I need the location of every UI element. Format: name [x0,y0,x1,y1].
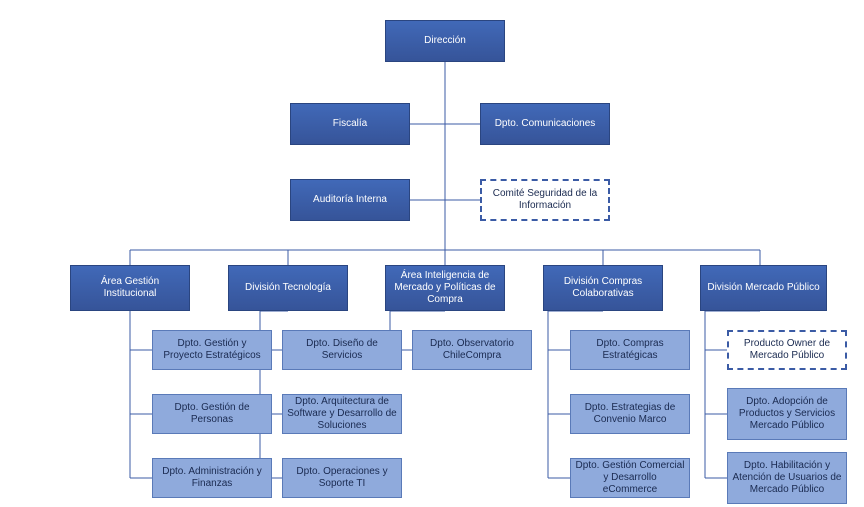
node-div-compras: División Compras Colaborativas [543,265,663,311]
node-producto-owner: Producto Owner de Mercado Público [727,330,847,370]
node-dpto-gestion-personas: Dpto. Gestión de Personas [152,394,272,434]
node-area-gestion: Área Gestión Institucional [70,265,190,311]
node-auditoria: Auditoría Interna [290,179,410,221]
node-div-mercado: División Mercado Público [700,265,827,311]
node-dpto-habilitacion: Dpto. Habilitación y Atención de Usuario… [727,452,847,504]
node-dpto-arquitectura: Dpto. Arquitectura de Software y Desarro… [282,394,402,434]
node-comite-seguridad: Comité Seguridad de la Información [480,179,610,221]
node-dpto-observatorio: Dpto. Observatorio ChileCompra [412,330,532,370]
node-dpto-operaciones: Dpto. Operaciones y Soporte TI [282,458,402,498]
node-dpto-adopcion: Dpto. Adopción de Productos y Servicios … [727,388,847,440]
node-dpto-admin-finanzas: Dpto. Administración y Finanzas [152,458,272,498]
node-dpto-gestion-proyecto: Dpto. Gestión y Proyecto Estratégicos [152,330,272,370]
node-dpto-diseno: Dpto. Diseño de Servicios [282,330,402,370]
node-fiscalia: Fiscalía [290,103,410,145]
node-dpto-gestion-comercial: Dpto. Gestión Comercial y Desarrollo eCo… [570,458,690,498]
node-dpto-estrategias-cm: Dpto. Estrategias de Convenio Marco [570,394,690,434]
node-direccion: Dirección [385,20,505,62]
node-dpto-compras-estrat: Dpto. Compras Estratégicas [570,330,690,370]
node-area-inteligencia: Área Inteligencia de Mercado y Políticas… [385,265,505,311]
node-div-tecnologia: División Tecnología [228,265,348,311]
node-dpto-comunicaciones: Dpto. Comunicaciones [480,103,610,145]
